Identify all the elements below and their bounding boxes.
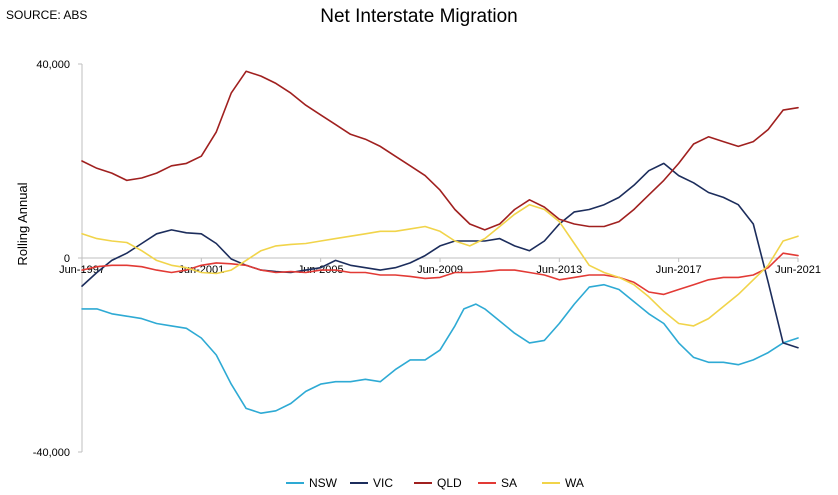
legend-label: VIC — [373, 476, 393, 490]
y-tick-group: 40,000 0 -40,000 — [33, 59, 82, 459]
legend-item-wa: WA — [542, 476, 584, 490]
y-tick-label: -40,000 — [33, 447, 70, 459]
legend-label: NSW — [309, 476, 338, 490]
series-line-wa — [81, 203, 799, 327]
legend-item-qld: QLD — [414, 476, 462, 490]
series-group — [81, 70, 799, 415]
series-line-vic — [81, 162, 799, 349]
legend-label: QLD — [437, 476, 462, 490]
legend: NSW VIC QLD SA WA — [286, 476, 584, 490]
series-line-qld — [81, 70, 799, 231]
x-tick-label: Jun-2013 — [536, 264, 582, 276]
series-line-sa — [81, 252, 799, 296]
source-note: SOURCE: ABS — [6, 8, 88, 22]
legend-item-sa: SA — [478, 476, 517, 490]
legend-label: WA — [565, 476, 584, 490]
y-axis-label: Rolling Annual — [15, 182, 30, 265]
legend-item-nsw: NSW — [286, 476, 338, 490]
legend-label: SA — [501, 476, 517, 490]
series-line-nsw — [81, 283, 799, 415]
chart-title: Net Interstate Migration — [320, 6, 518, 27]
y-tick-label: 0 — [64, 253, 70, 265]
y-tick-label: 40,000 — [36, 59, 70, 71]
x-tick-group: Jun-1997 Jun-2001 Jun-2005 Jun-2009 Jun-2013… — [59, 258, 821, 276]
x-tick-label: Jun-2021 — [775, 264, 821, 276]
x-tick-label: Jun-2009 — [417, 264, 463, 276]
x-tick-label: Jun-2017 — [656, 264, 702, 276]
legend-item-vic: VIC — [350, 476, 393, 490]
